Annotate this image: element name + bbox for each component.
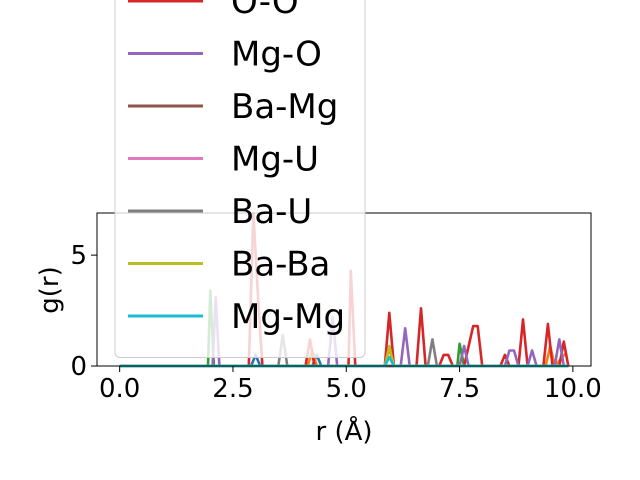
x-tick-label-3: 7.5 (439, 374, 480, 404)
legend-label-3: Mg-U (231, 140, 319, 180)
y-tick-label-0: 0 (70, 352, 87, 382)
legend-label-4: Ba-U (231, 192, 312, 232)
x-tick-label-2: 5.0 (326, 374, 367, 404)
legend-label-6: Mg-Mg (231, 297, 345, 337)
legend-box (114, 0, 366, 358)
legend-label-1: Mg-O (231, 35, 322, 75)
x-tick-label-4: 10.0 (544, 374, 602, 404)
y-tick-label-1: 5 (70, 241, 87, 271)
legend-label-0: O-O (231, 0, 299, 22)
x-tick-label-0: 0.0 (99, 374, 140, 404)
x-tick-label-1: 2.5 (212, 374, 253, 404)
ticks: 0.0 2.5 5.0 7.5 10.0 0 5 (70, 241, 601, 404)
x-axis-label: r (Å) (315, 415, 372, 447)
legend-label-2: Ba-Mg (231, 87, 338, 127)
legend-label-5: Ba-Ba (231, 245, 330, 285)
y-axis-label: g(r) (35, 266, 65, 313)
legend: O-O Mg-O Ba-Mg Mg-U Ba-U Ba-Ba Mg-Mg (114, 0, 366, 358)
